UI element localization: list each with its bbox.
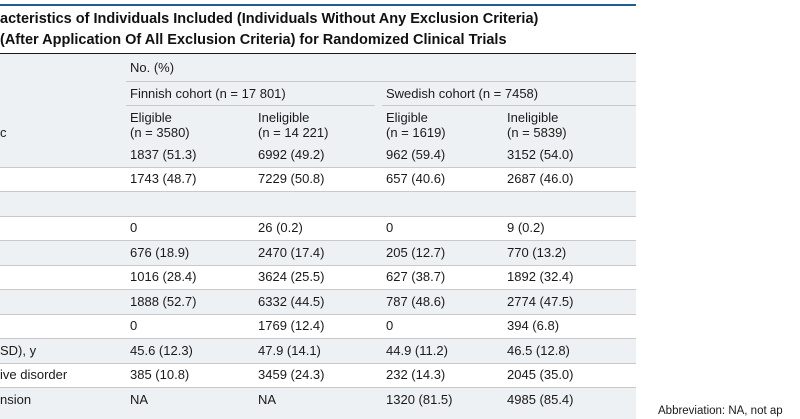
cell-r0-c0: 1837 (51.3) xyxy=(130,147,197,162)
cell-r7-c2: 0 xyxy=(386,318,394,333)
header-swedish-rule xyxy=(382,105,636,106)
cell-r6-c3: 2774 (47.5) xyxy=(507,294,574,309)
group-label: No. (%) xyxy=(130,60,175,75)
row-band xyxy=(0,143,636,167)
cell-r1-c0: 1743 (48.7) xyxy=(130,171,197,186)
row-divider xyxy=(0,167,636,168)
cell-r5-c2: 627 (38.7) xyxy=(386,269,446,284)
cell-r5-c0: 1016 (28.4) xyxy=(130,269,197,284)
cell-r3-c1: 26 (0.2) xyxy=(258,220,303,235)
col-3-header-line1: Eligible xyxy=(386,110,428,125)
cell-r4-c3: 770 (13.2) xyxy=(507,245,567,260)
cell-r1-c3: 2687 (46.0) xyxy=(507,171,574,186)
title-line-1: acteristics of Individuals Included (Ind… xyxy=(0,11,539,27)
cell-r3-c2: 0 xyxy=(386,220,394,235)
title-top-rule xyxy=(0,4,636,6)
col-4-header-line2: (n = 5839) xyxy=(507,125,567,140)
cell-r4-c1: 2470 (17.4) xyxy=(258,245,325,260)
row-label-r9: ive disorder xyxy=(0,367,68,382)
col-2-header-line1: Ineligible xyxy=(258,110,310,125)
table-footnote: Abbreviation: NA, not ap xyxy=(658,405,783,417)
cell-r7-c0: 0 xyxy=(130,318,138,333)
cell-r6-c1: 6332 (44.5) xyxy=(258,294,325,309)
cell-r1-c2: 657 (40.6) xyxy=(386,171,446,186)
cell-r4-c2: 205 (12.7) xyxy=(386,245,446,260)
row-divider xyxy=(0,216,636,217)
row-divider xyxy=(0,338,636,339)
cell-r8-c2: 44.9 (11.2) xyxy=(386,343,448,358)
row-band xyxy=(0,290,636,314)
cell-r5-c1: 3624 (25.5) xyxy=(258,269,325,284)
cell-r10-c0: NA xyxy=(130,392,149,407)
cell-r8-c0: 45.6 (12.3) xyxy=(130,343,193,358)
cell-r9-c2: 232 (14.3) xyxy=(386,367,446,382)
title-bottom-rule xyxy=(0,53,636,54)
row-divider xyxy=(0,289,636,290)
cell-r5-c3: 1892 (32.4) xyxy=(507,269,574,284)
row-divider xyxy=(0,387,636,388)
cell-r6-c0: 1888 (52.7) xyxy=(130,294,197,309)
col-1-header-line2: (n = 3580) xyxy=(130,125,190,140)
col-3-header-line2: (n = 1619) xyxy=(386,125,446,140)
row-divider xyxy=(0,191,636,192)
row-label-r8: SD), y xyxy=(0,343,37,358)
cell-r7-c3: 394 (6.8) xyxy=(507,318,560,333)
cell-r10-c2: 1320 (81.5) xyxy=(386,392,453,407)
row-label-r10: nsion xyxy=(0,392,32,407)
cell-r0-c3: 3152 (54.0) xyxy=(507,147,574,162)
cell-r9-c0: 385 (10.8) xyxy=(130,367,190,382)
row-band xyxy=(0,241,636,265)
cell-r6-c2: 787 (48.6) xyxy=(386,294,446,309)
data-table: No. (%) Finnish cohort (n = 17 801) Swed… xyxy=(0,54,636,419)
header-finnish-rule xyxy=(126,105,375,106)
cell-r4-c0: 676 (18.9) xyxy=(130,245,190,260)
table-title: acteristics of Individuals Included (Ind… xyxy=(0,9,640,51)
row-band xyxy=(0,388,636,419)
row-divider xyxy=(0,265,636,266)
cell-r8-c3: 46.5 (12.8) xyxy=(507,343,570,358)
cell-r10-c1: NA xyxy=(258,392,277,407)
cell-r8-c1: 47.9 (14.1) xyxy=(258,343,321,358)
row-divider xyxy=(0,314,636,315)
col-1-header-line1: Eligible xyxy=(130,110,172,125)
row-divider xyxy=(0,240,636,241)
cell-r10-c3: 4985 (85.4) xyxy=(507,392,574,407)
cell-r9-c1: 3459 (24.3) xyxy=(258,367,325,382)
row-band xyxy=(0,192,636,216)
cell-r0-c2: 962 (59.4) xyxy=(386,147,446,162)
cell-r3-c0: 0 xyxy=(130,220,138,235)
table-header-band xyxy=(0,54,636,143)
header-group-rule xyxy=(126,81,636,82)
col-4-header-line1: Ineligible xyxy=(507,110,559,125)
cell-r3-c3: 9 (0.2) xyxy=(507,220,545,235)
row-divider xyxy=(0,363,636,364)
title-line-2: (After Application Of All Exclusion Crit… xyxy=(0,32,507,48)
col-2-header-line2: (n = 14 221) xyxy=(258,125,329,140)
cell-r1-c1: 7229 (50.8) xyxy=(258,171,325,186)
cell-r9-c3: 2045 (35.0) xyxy=(507,367,574,382)
stub-header-label: c xyxy=(0,125,7,140)
cohort-swedish-label: Swedish cohort (n = 7458) xyxy=(386,86,539,101)
cohort-finnish-label: Finnish cohort (n = 17 801) xyxy=(130,86,286,101)
cell-r0-c1: 6992 (49.2) xyxy=(258,147,325,162)
cell-r7-c1: 1769 (12.4) xyxy=(258,318,325,333)
row-band xyxy=(0,339,636,363)
